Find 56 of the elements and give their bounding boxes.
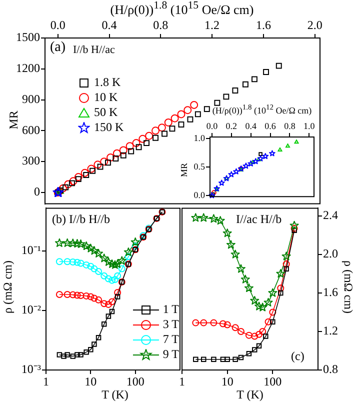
x-tick-label: 0.0 <box>206 120 218 131</box>
y-tick-label: 0.5 <box>194 161 206 172</box>
x-tick-label: 1.0 <box>304 120 316 131</box>
y-tick-label: 1200 <box>16 61 40 76</box>
y-tick-label: 300 <box>22 154 40 168</box>
x-axis-title: (H/ρ(0))$^{1.8}$ (10$^{12}$ Oe/Ω cm) <box>212 102 312 116</box>
x-tick-label: 0.8 <box>284 120 296 131</box>
x-tick-label: 0.4 <box>102 18 117 32</box>
legend-label: 9 T <box>162 347 179 361</box>
x-tick-label: 0.6 <box>264 120 276 131</box>
legend-label: 1 T <box>162 302 179 316</box>
legend-label: 50 K <box>94 105 118 119</box>
x-tick-label: 10 <box>221 374 234 388</box>
annotation: I//ac H//b <box>236 212 282 226</box>
annotation: (a) <box>50 40 66 56</box>
annotation: I//b H//ac <box>73 44 115 56</box>
y-tick-label: 2.4 <box>323 208 338 222</box>
x-tick-label: 1 <box>179 374 185 388</box>
y-axis-title: ρ (mΩ cm) <box>0 260 15 314</box>
y-tick-label: 10⁻¹ <box>21 243 42 258</box>
y-tick-label: 1500 <box>16 30 40 44</box>
y-tick-label: 1.6 <box>323 285 338 300</box>
y-tick-label: 2.0 <box>323 246 338 261</box>
x-tick-label: 2.0 <box>307 18 322 32</box>
y-axis-title: MR <box>6 110 21 130</box>
annotation: (b) I//b H//b <box>52 212 110 226</box>
legend-label: 150 K <box>94 120 124 134</box>
x-tick-label: 1 <box>43 374 49 388</box>
y-axis-title: MR <box>179 162 190 178</box>
x-axis-title: T (K) <box>236 387 264 402</box>
y-tick-label: 10⁻² <box>21 302 42 317</box>
y-tick-label: 0.0 <box>194 190 206 200</box>
x-tick-label: 0.2 <box>226 120 238 131</box>
x-axis-title: T (K) <box>102 387 128 402</box>
x-tick-label: 0.8 <box>153 18 168 32</box>
x-tick-label: 1.6 <box>256 18 271 32</box>
y-axis-title: ρ (mΩ cm) <box>341 260 356 314</box>
x-tick-label: 100 <box>264 374 282 388</box>
y-tick-label: 10⁻³ <box>21 362 42 376</box>
y-tick-label: 600 <box>22 122 40 137</box>
y-tick-label: 900 <box>22 92 40 106</box>
annotation: (c) <box>291 349 304 364</box>
x-tick-label: 100 <box>126 374 144 388</box>
y-tick-label: 0.8 <box>323 362 338 376</box>
y-tick-label: 1.2 <box>323 324 338 338</box>
x-tick-label: 10 <box>84 374 97 388</box>
x-tick-label: 1.2 <box>204 18 220 32</box>
x-axis-title: (H/ρ(0))$^{1.8}$ (10$^{15}$ Oe/Ω cm) <box>110 0 254 18</box>
x-tick-label: 0.0 <box>50 18 66 32</box>
legend-label: 7 T <box>162 332 179 346</box>
x-tick-label: 0.4 <box>245 120 257 131</box>
legend-label: 1.8 K <box>94 75 121 89</box>
y-tick-label: 0 <box>34 184 40 199</box>
y-tick-label: 1.0 <box>194 133 206 144</box>
legend-label: 10 K <box>94 90 118 104</box>
legend-label: 3 T <box>162 317 179 331</box>
